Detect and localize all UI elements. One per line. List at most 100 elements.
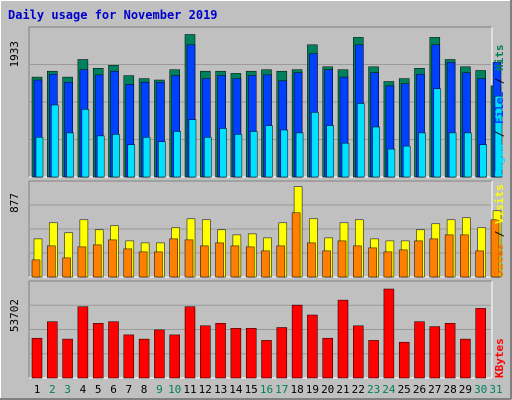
x-tick-label: 3 <box>64 383 71 396</box>
bar-sites-day-29 <box>460 234 469 278</box>
bar-kbytes-day-21 <box>337 299 349 379</box>
x-tick-label: 28 <box>443 383 456 396</box>
bar-pages-day-28 <box>448 132 457 178</box>
bar-kbytes-day-18 <box>291 304 303 379</box>
bar-sites-day-25 <box>398 249 408 278</box>
bar-kbytes-day-19 <box>307 314 318 379</box>
bar-kbytes-day-29 <box>460 338 471 379</box>
bar-pages-day-24 <box>387 148 396 178</box>
bar-pages-day-10 <box>173 131 181 178</box>
bar-sites-day-24 <box>383 251 393 278</box>
x-tick-label: 16 <box>260 383 273 396</box>
x-tick-label: 23 <box>367 383 380 396</box>
bar-pages-day-29 <box>464 132 472 178</box>
bar-pages-day-23 <box>372 126 380 178</box>
x-tick-label: 9 <box>156 383 163 396</box>
bar-pages-day-19 <box>311 112 319 178</box>
x-tick-label: 11 <box>183 383 196 396</box>
bar-kbytes-day-16 <box>261 340 272 379</box>
bar-pages-day-21 <box>341 142 350 178</box>
bar-pages-day-2 <box>51 104 59 178</box>
bar-pages-day-20 <box>326 125 334 178</box>
x-tick-label: 13 <box>214 383 227 396</box>
bar-kbytes-day-5 <box>92 323 104 379</box>
bar-kbytes-day-24 <box>383 288 395 379</box>
legend-label-hits-files-pages: Pages / Files / Hits <box>493 45 506 178</box>
legend-label-kbytes: KBytes <box>493 338 506 378</box>
bar-sites-day-2 <box>47 245 56 278</box>
bar-sites-day-18 <box>291 212 301 278</box>
bar-pages-day-9 <box>158 141 166 178</box>
bar-sites-day-10 <box>169 238 178 278</box>
bar-sites-day-3 <box>62 257 71 278</box>
x-tick-label: 1 <box>34 383 41 396</box>
bar-sites-day-15 <box>245 246 255 278</box>
chart-panels <box>28 26 503 379</box>
legend-part: Sites <box>493 244 506 277</box>
panel-hits-files-pages <box>28 26 503 178</box>
panel-visits-sites <box>28 180 502 278</box>
bar-pages-day-11 <box>188 119 197 178</box>
bar-sites-day-8 <box>138 251 148 278</box>
x-tick-label: 6 <box>110 383 117 396</box>
bar-sites-day-13 <box>215 242 224 278</box>
bar-sites-day-9 <box>154 251 163 278</box>
bar-kbytes-day-13 <box>215 323 226 379</box>
legend-part: / <box>493 224 506 244</box>
x-tick-label: 27 <box>428 383 441 396</box>
x-tick-label: 29 <box>459 383 472 396</box>
bar-sites-day-6 <box>108 239 117 278</box>
x-tick-label: 2 <box>49 383 56 396</box>
bar-kbytes-day-8 <box>138 338 150 379</box>
x-tick-label: 24 <box>382 383 396 396</box>
bar-sites-day-7 <box>123 248 133 278</box>
x-tick-label: 10 <box>168 383 181 396</box>
bar-sites-day-30 <box>475 250 484 278</box>
chart-title: Daily usage for November 2019 <box>8 8 218 22</box>
bar-kbytes-day-14 <box>230 328 242 379</box>
bar-kbytes-day-7 <box>123 334 135 379</box>
bar-kbytes-day-25 <box>398 341 410 379</box>
x-tick-label: 14 <box>229 383 243 396</box>
x-tick-label: 19 <box>306 383 319 396</box>
x-tick-label: 21 <box>336 383 349 396</box>
axis-labels: 1933 Pages / Files / Hits 877 Sites / Visit… <box>8 41 506 396</box>
bar-sites-day-28 <box>444 234 454 278</box>
legend-label-visits-sites: Sites / Visits <box>493 184 506 277</box>
bar-pages-day-31 <box>494 95 503 178</box>
x-tick-label: 15 <box>245 383 258 396</box>
bar-kbytes-day-12 <box>200 325 211 379</box>
bar-kbytes-day-3 <box>62 338 73 379</box>
bar-kbytes-day-2 <box>47 321 58 379</box>
bar-kbytes-day-30 <box>475 308 486 379</box>
x-tick-label: 26 <box>413 383 426 396</box>
bar-pages-day-12 <box>204 137 212 178</box>
bar-sites-day-1 <box>31 259 41 278</box>
ymax-label-visits-sites: 877 <box>8 193 21 213</box>
bar-pages-day-14 <box>234 134 243 178</box>
panel-kbytes <box>28 280 493 379</box>
bar-pages-day-22 <box>357 103 365 178</box>
bar-pages-day-8 <box>142 137 151 178</box>
bar-pages-day-26 <box>418 132 426 178</box>
bar-pages-day-27 <box>433 88 442 178</box>
bar-sites-day-22 <box>353 245 362 278</box>
bar-sites-day-21 <box>337 240 347 278</box>
x-tick-label: 8 <box>141 383 148 396</box>
bar-pages-day-13 <box>219 128 227 178</box>
legend-part: Pages <box>493 144 506 177</box>
bar-kbytes-day-26 <box>414 321 425 379</box>
x-tick-label: 20 <box>321 383 334 396</box>
x-tick-label: 4 <box>80 383 87 396</box>
ymax-label-hits-files-pages: 1933 <box>8 41 21 68</box>
bar-pages-day-3 <box>66 132 74 178</box>
legend-part: / <box>493 71 506 91</box>
bar-pages-day-1 <box>35 137 44 178</box>
bar-sites-day-20 <box>322 250 331 278</box>
bar-pages-day-30 <box>479 144 487 178</box>
bar-kbytes-day-15 <box>245 328 257 379</box>
bar-pages-day-16 <box>265 125 273 178</box>
x-tick-label: 12 <box>199 383 212 396</box>
x-tick-label: 22 <box>352 383 365 396</box>
